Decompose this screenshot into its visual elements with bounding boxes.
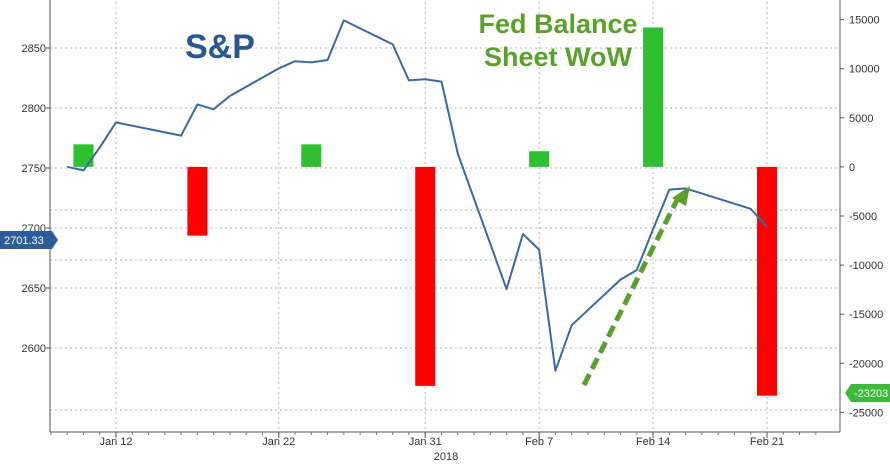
right-tick-label: 0 (849, 162, 855, 174)
left-tick-label: 2750 (22, 163, 46, 175)
left-tick-label: 2650 (22, 283, 46, 295)
sp-series-label: S&P (185, 28, 255, 66)
trend-arrow-head (672, 186, 690, 206)
right-tick-label: -20000 (849, 358, 883, 370)
fed-last-value: -23203 (854, 388, 888, 400)
sp-line (66, 19, 768, 372)
x-tick-label: Jan 12 (99, 436, 132, 448)
left-tick-label: 2600 (22, 343, 46, 355)
right-tick-label: 5000 (849, 113, 873, 125)
fed-bar (415, 166, 436, 386)
left-tick-label: 2800 (22, 103, 46, 115)
right-tick-label: -5000 (849, 211, 877, 223)
sp-last-value: 2701.33 (4, 235, 44, 247)
x-tick-label: Jan 31 (409, 436, 442, 448)
fed-bar (301, 144, 322, 167)
right-tick-label: -15000 (849, 309, 883, 321)
right-tick-label: -25000 (849, 407, 883, 419)
grid-lines (50, 2, 840, 432)
axis-labels: 260026502700275028002850-25000-20000-150… (22, 15, 884, 463)
right-tick-label: 15000 (849, 15, 880, 27)
axes (46, 0, 844, 438)
fed-bar (529, 151, 550, 167)
x-tick-label: Jan 22 (262, 436, 295, 448)
x-tick-label: Feb 7 (525, 436, 553, 448)
x-tick-label: Feb 21 (750, 436, 784, 448)
right-tick-label: 10000 (849, 64, 880, 76)
trend-arrow-shaft (581, 196, 681, 387)
fed-balance-bars (73, 27, 777, 396)
sp-line-layer (66, 19, 768, 372)
fed-bar (757, 166, 777, 396)
fed-last-value-tag: -23203 (845, 384, 890, 402)
fed-series-label-line1: Fed Balance (478, 9, 637, 39)
fed-bar (643, 27, 664, 167)
fed-bar (73, 144, 94, 167)
fed-series-label-line2: Sheet WoW (484, 42, 633, 72)
fed-bar (187, 166, 208, 236)
left-tick-label: 2850 (22, 43, 46, 55)
x-tick-label: Feb 14 (636, 436, 670, 448)
trend-arrow-layer (581, 186, 690, 387)
right-tick-label: -10000 (849, 260, 883, 272)
x-year-label: 2018 (434, 451, 458, 463)
sp-last-value-tag: 2701.33 (0, 231, 58, 249)
